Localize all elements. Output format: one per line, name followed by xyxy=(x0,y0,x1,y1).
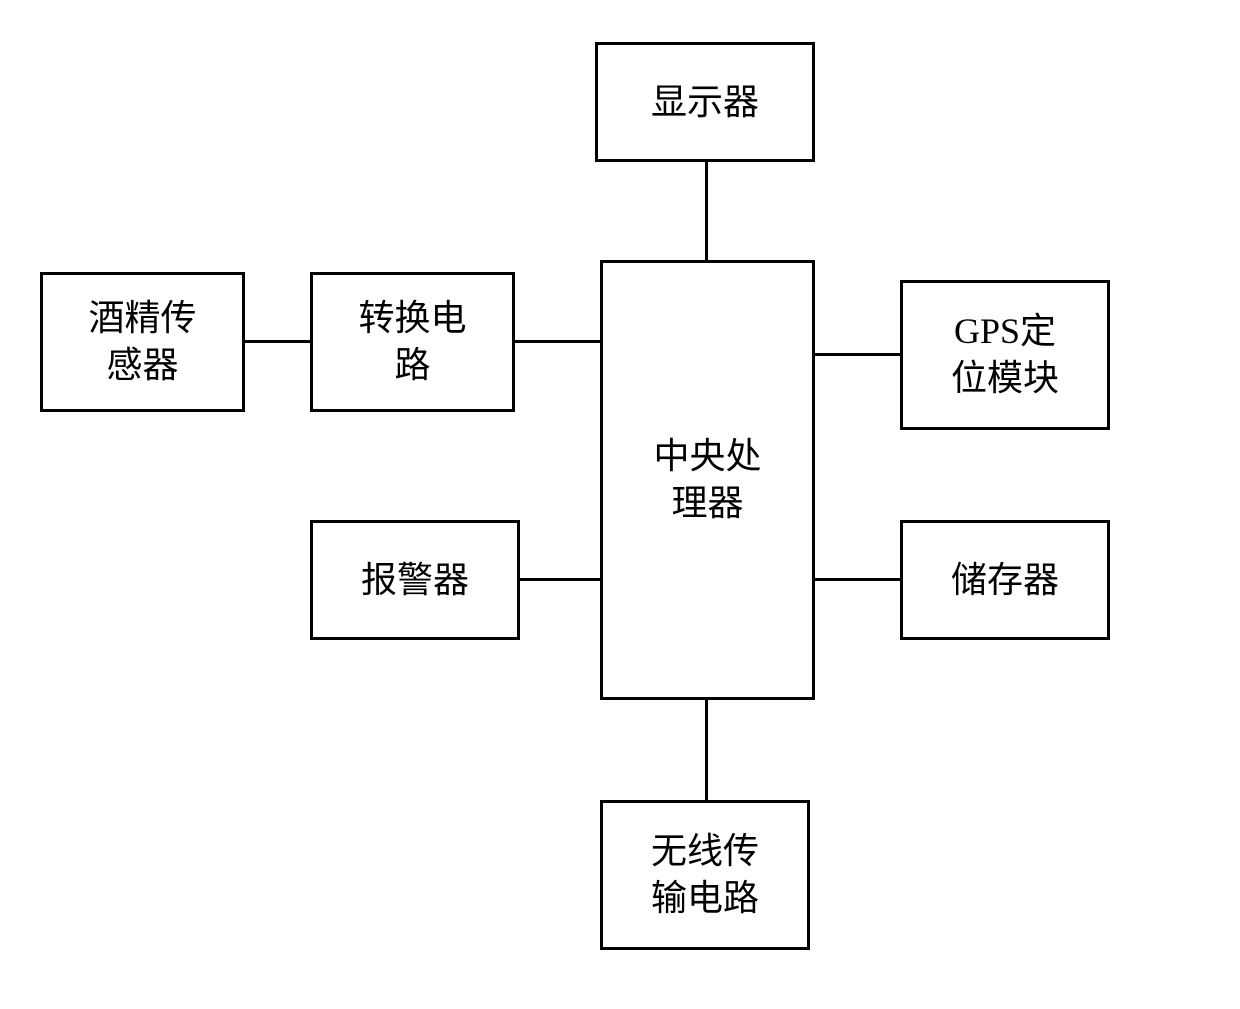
box-alarm: 报警器 xyxy=(310,520,520,640)
box-display: 显示器 xyxy=(595,42,815,162)
box-storage: 储存器 xyxy=(900,520,1110,640)
box-cpu: 中央处理器 xyxy=(600,260,815,700)
box-alcohol-sensor: 酒精传感器 xyxy=(40,272,245,412)
connector-cpu-wireless xyxy=(705,700,708,800)
connector-cpu-storage xyxy=(815,578,900,581)
label-storage: 储存器 xyxy=(951,557,1059,604)
connector-display-cpu xyxy=(705,162,708,260)
connector-sensor-conv xyxy=(245,340,310,343)
connector-alarm-cpu xyxy=(520,578,600,581)
box-gps: GPS定位模块 xyxy=(900,280,1110,430)
label-wireless: 无线传输电路 xyxy=(651,828,759,922)
box-wireless: 无线传输电路 xyxy=(600,800,810,950)
label-gps: GPS定位模块 xyxy=(951,308,1059,402)
connector-cpu-gps xyxy=(815,353,900,356)
connector-conv-cpu xyxy=(515,340,600,343)
label-display: 显示器 xyxy=(651,79,759,126)
block-diagram: 显示器 酒精传感器 转换电路 中央处理器 GPS定位模块 报警器 储存器 无线传… xyxy=(0,0,1240,1009)
label-alarm: 报警器 xyxy=(361,557,469,604)
box-conversion-circuit: 转换电路 xyxy=(310,272,515,412)
label-conversion-circuit: 转换电路 xyxy=(358,295,466,389)
label-cpu: 中央处理器 xyxy=(653,433,761,527)
label-alcohol-sensor: 酒精传感器 xyxy=(88,295,196,389)
